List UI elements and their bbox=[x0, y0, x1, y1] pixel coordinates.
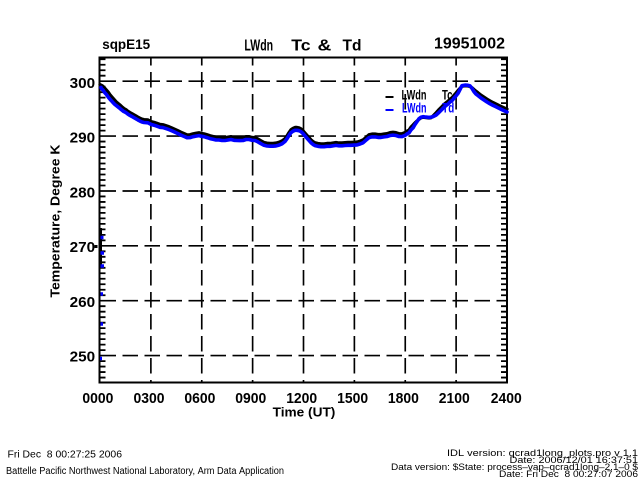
svg-text:Date: 2006/12/01 16:37:51: Date: 2006/12/01 16:37:51 bbox=[510, 455, 639, 465]
svg-text:1500: 1500 bbox=[337, 391, 368, 407]
svg-text:Data version: $State: process–: Data version: $State: process–vap–qcrad1… bbox=[391, 462, 638, 472]
svg-text:Td: Td bbox=[343, 37, 362, 54]
svg-text:0300: 0300 bbox=[134, 391, 165, 407]
svg-text:19951002: 19951002 bbox=[434, 36, 505, 53]
svg-text:Time (UT): Time (UT) bbox=[273, 405, 336, 419]
svg-text:Temperature, Degree K: Temperature, Degree K bbox=[47, 144, 62, 298]
svg-text:Date: Fri Dec 8 00:27:07 2006: Date: Fri Dec 8 00:27:07 2006 bbox=[499, 469, 638, 479]
svg-text:2100: 2100 bbox=[439, 391, 470, 407]
svg-text:290: 290 bbox=[70, 131, 96, 147]
svg-text:280: 280 bbox=[70, 186, 96, 202]
svg-text:1200: 1200 bbox=[286, 391, 317, 407]
svg-text:0000: 0000 bbox=[82, 391, 113, 407]
svg-text:LWdn: LWdn bbox=[402, 101, 427, 116]
svg-text:300: 300 bbox=[70, 76, 96, 92]
svg-text:2400: 2400 bbox=[491, 391, 522, 407]
svg-text:LWdn: LWdn bbox=[244, 37, 273, 54]
svg-text:270: 270 bbox=[70, 240, 96, 256]
svg-text:Tc: Tc bbox=[442, 88, 453, 103]
svg-text:1800: 1800 bbox=[388, 391, 419, 407]
svg-text:IDL version: qcrad1long_plots.: IDL version: qcrad1long_plots.pro v 1.1 bbox=[447, 448, 638, 458]
svg-text:Tc: Tc bbox=[291, 37, 311, 54]
svg-text:Td: Td bbox=[442, 101, 454, 116]
svg-text:Fri Dec 8 00:27:25 2006: Fri Dec 8 00:27:25 2006 bbox=[8, 450, 123, 461]
svg-text:260: 260 bbox=[70, 295, 96, 311]
svg-text:Battelle Pacific Northwest Nat: Battelle Pacific Northwest National Labo… bbox=[6, 466, 284, 477]
svg-text:&: & bbox=[318, 37, 332, 54]
svg-text:0900: 0900 bbox=[235, 391, 266, 407]
svg-text:0600: 0600 bbox=[184, 391, 215, 407]
svg-text:250: 250 bbox=[70, 350, 96, 366]
svg-text:LWdn: LWdn bbox=[402, 88, 427, 103]
svg-text:sqpE15: sqpE15 bbox=[102, 36, 150, 52]
